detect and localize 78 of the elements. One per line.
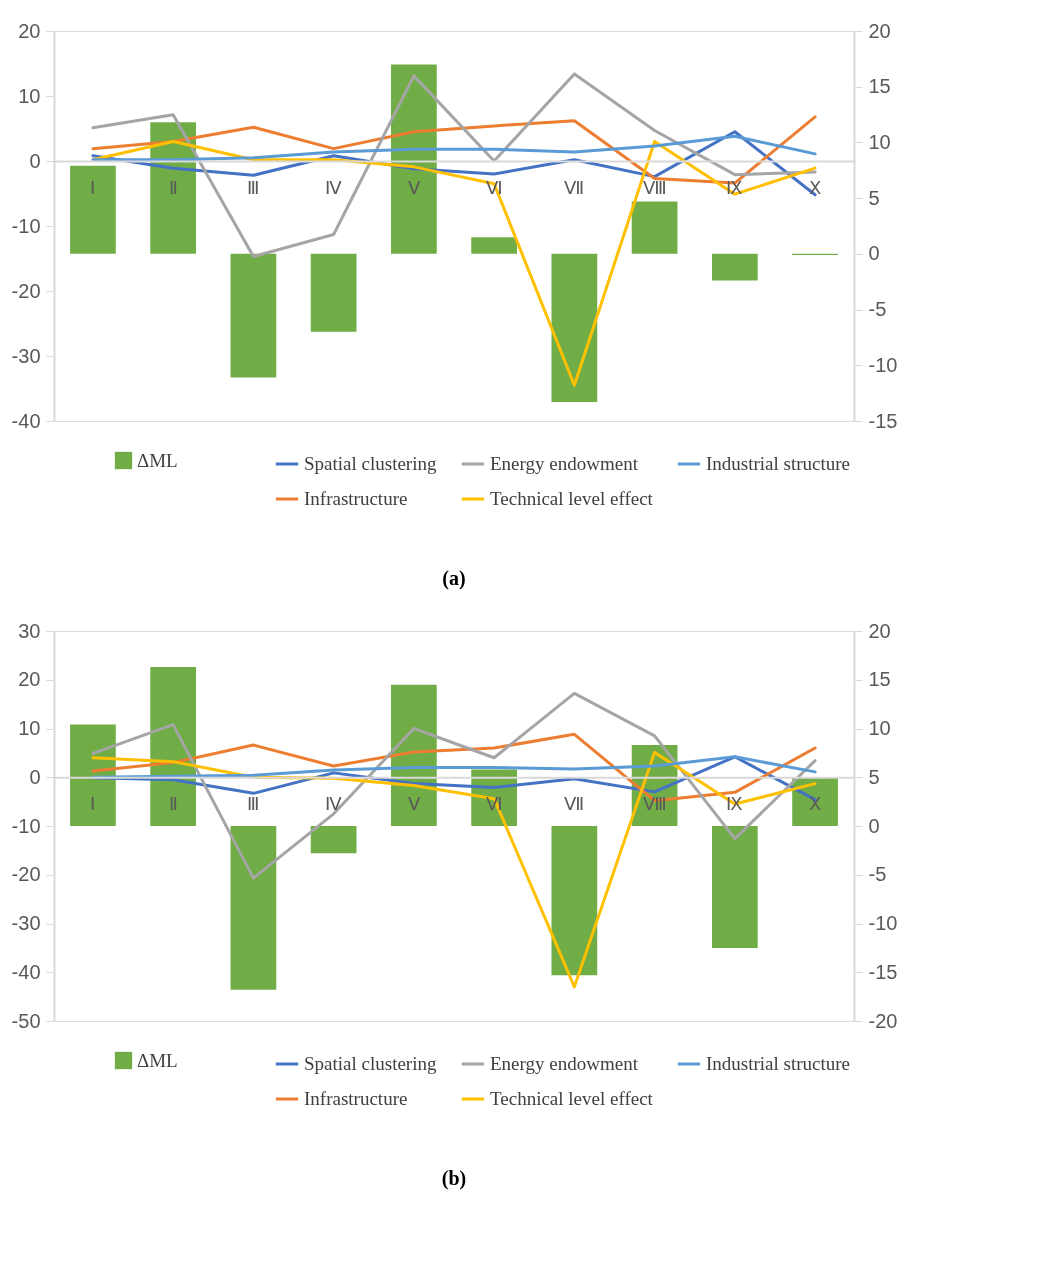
y2-tick-label: -10 <box>868 353 898 376</box>
x-tick-label: Ⅹ <box>809 793 822 814</box>
y2-tick-label: -20 <box>868 1009 898 1032</box>
x-tick-label: Ⅹ <box>809 177 822 198</box>
y2-tick-label: 20 <box>868 619 891 642</box>
x-tick-label: Ⅶ <box>564 793 585 814</box>
y-tick-label: -30 <box>11 912 41 934</box>
bar <box>310 253 357 332</box>
x-tick-label: Ⅷ <box>642 177 667 198</box>
y-tick-label: 20 <box>18 19 41 42</box>
y2-tick-label: -5 <box>868 298 887 321</box>
line-series <box>91 134 817 162</box>
bar <box>471 237 517 254</box>
y-tick-label: 10 <box>18 84 41 107</box>
x-tick-label: Ⅱ <box>168 793 178 814</box>
legend-label: Energy endowment <box>490 453 639 474</box>
x-tick-label: Ⅴ <box>407 793 421 814</box>
bar <box>70 165 116 254</box>
legend-label: Technical level effect <box>490 488 654 509</box>
legend-label: Spatial clustering <box>304 453 437 474</box>
y2-tick-label: 15 <box>868 75 891 98</box>
y-tick-label: -10 <box>11 214 41 237</box>
y-tick-label: -10 <box>11 814 41 837</box>
legend-label: Infrastructure <box>304 1088 408 1109</box>
y2-tick-label: 20 <box>868 19 891 42</box>
line-series <box>91 755 817 779</box>
x-tick-label: Ⅱ <box>168 177 178 198</box>
legend-label: Industrial structure <box>706 1053 851 1074</box>
y2-tick-label: 10 <box>868 717 891 739</box>
bar <box>551 826 598 976</box>
x-tick-label: Ⅰ <box>90 793 96 814</box>
x-tick-label: Ⅲ <box>247 793 260 814</box>
y2-tick-label: -15 <box>868 960 898 983</box>
bar <box>391 64 437 254</box>
y2-tick-label: -5 <box>868 863 887 886</box>
y2-tick-label: 0 <box>868 814 880 837</box>
text: (a) <box>442 567 466 590</box>
x-tick-label: Ⅶ <box>564 177 585 198</box>
legend-label: Spatial clustering <box>304 1053 437 1074</box>
legend-label: Technical level effect <box>490 1088 654 1109</box>
y2-tick-label: 0 <box>868 242 880 265</box>
x-tick-label: Ⅰ <box>90 177 96 198</box>
y-tick-label: 0 <box>29 149 41 172</box>
y-tick-label: -20 <box>11 279 41 302</box>
x-tick-label: Ⅲ <box>247 177 260 198</box>
y-tick-label: -50 <box>11 1009 41 1032</box>
y-tick-label: 30 <box>18 619 41 642</box>
y2-tick-label: 5 <box>868 186 880 209</box>
y2-tick-label: 15 <box>868 668 891 691</box>
y-tick-label: -40 <box>11 409 41 432</box>
x-tick-label: Ⅳ <box>325 177 343 198</box>
y-tick-label: -40 <box>11 960 41 983</box>
x-tick-label: Ⅷ <box>642 793 667 814</box>
y-tick-label: -30 <box>11 344 41 367</box>
legend-label: Infrastructure <box>304 488 408 509</box>
bar <box>551 253 598 403</box>
y-tick-label: 20 <box>18 668 41 691</box>
bar <box>230 826 277 990</box>
y-tick-label: 0 <box>29 765 41 788</box>
y-tick-label: -20 <box>11 863 41 886</box>
x-tick-label: Ⅳ <box>325 793 343 814</box>
bar <box>711 826 758 948</box>
bar <box>310 826 357 854</box>
legend-label: ΔML <box>137 449 178 471</box>
bar <box>70 724 116 826</box>
y2-tick-label: 5 <box>868 765 880 788</box>
legend-label: Energy endowment <box>490 1053 639 1074</box>
y2-tick-label: -10 <box>868 912 898 934</box>
bar <box>230 253 277 378</box>
y2-tick-label: -15 <box>868 409 898 432</box>
text: (b) <box>441 1167 467 1190</box>
bar <box>711 253 758 281</box>
y-tick-label: 10 <box>18 717 41 739</box>
x-tick-label: Ⅴ <box>407 177 421 198</box>
legend-label: ΔML <box>137 1049 178 1071</box>
y2-tick-label: 10 <box>868 130 891 153</box>
legend-label: Industrial structure <box>706 453 851 474</box>
bar <box>631 201 678 254</box>
